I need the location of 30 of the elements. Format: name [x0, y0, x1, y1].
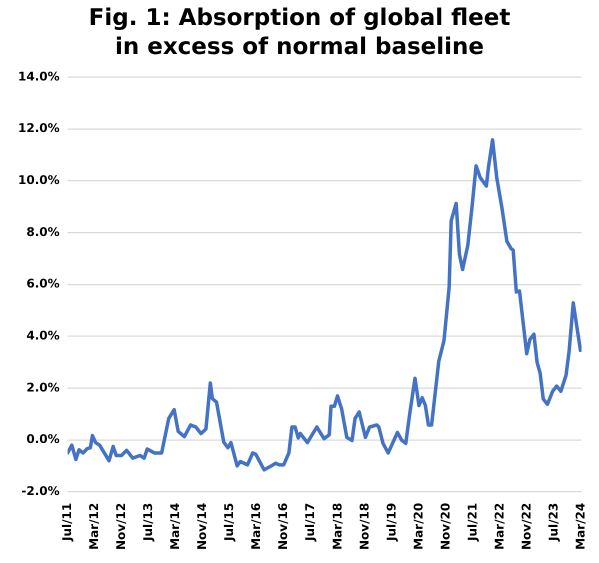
y-tick-label: 2.0% — [26, 380, 60, 394]
x-tick-label: Jul/23 — [546, 502, 561, 542]
x-tick-label: Mar/16 — [249, 502, 264, 550]
x-tick-label: Jul/15 — [222, 502, 236, 542]
y-tick-label: 8.0% — [26, 224, 60, 239]
x-tick-label: Nov/18 — [357, 502, 372, 550]
y-tick-label: 10.0% — [18, 172, 60, 187]
x-tick-label: Jul/13 — [140, 502, 155, 542]
x-tick-label: Nov/20 — [438, 502, 452, 550]
x-tick-label: Jul/11 — [60, 502, 74, 542]
x-tick-label: Nov/22 — [520, 502, 534, 550]
x-tick-label: Mar/12 — [86, 502, 101, 550]
y-tick-label: -2.0% — [21, 484, 60, 498]
x-tick-label: Mar/20 — [411, 502, 426, 550]
x-tick-label: Nov/12 — [114, 502, 128, 550]
y-tick-label: 6.0% — [26, 276, 60, 291]
x-tick-label: Mar/14 — [168, 502, 182, 550]
chart-title: Fig. 1: Absorption of global fleet in excess of normal baseline — [88, 4, 512, 62]
x-tick-label: Mar/24 — [574, 502, 588, 550]
y-tick-label: 4.0% — [26, 328, 60, 342]
x-tick-label: Nov/14 — [195, 502, 210, 550]
y-tick-label: 0.0% — [26, 432, 60, 446]
x-tick-label: Nov/16 — [276, 502, 290, 550]
x-tick-label: Jul/17 — [303, 502, 318, 542]
x-tick-label: Mar/18 — [330, 502, 344, 550]
y-tick-label: 12.0% — [18, 121, 60, 136]
y-tick-label: 14.0% — [18, 69, 60, 84]
x-tick-label: Mar/22 — [492, 502, 507, 550]
x-tick-label: Jul/21 — [466, 502, 480, 542]
x-tick-label: Jul/19 — [384, 502, 398, 542]
